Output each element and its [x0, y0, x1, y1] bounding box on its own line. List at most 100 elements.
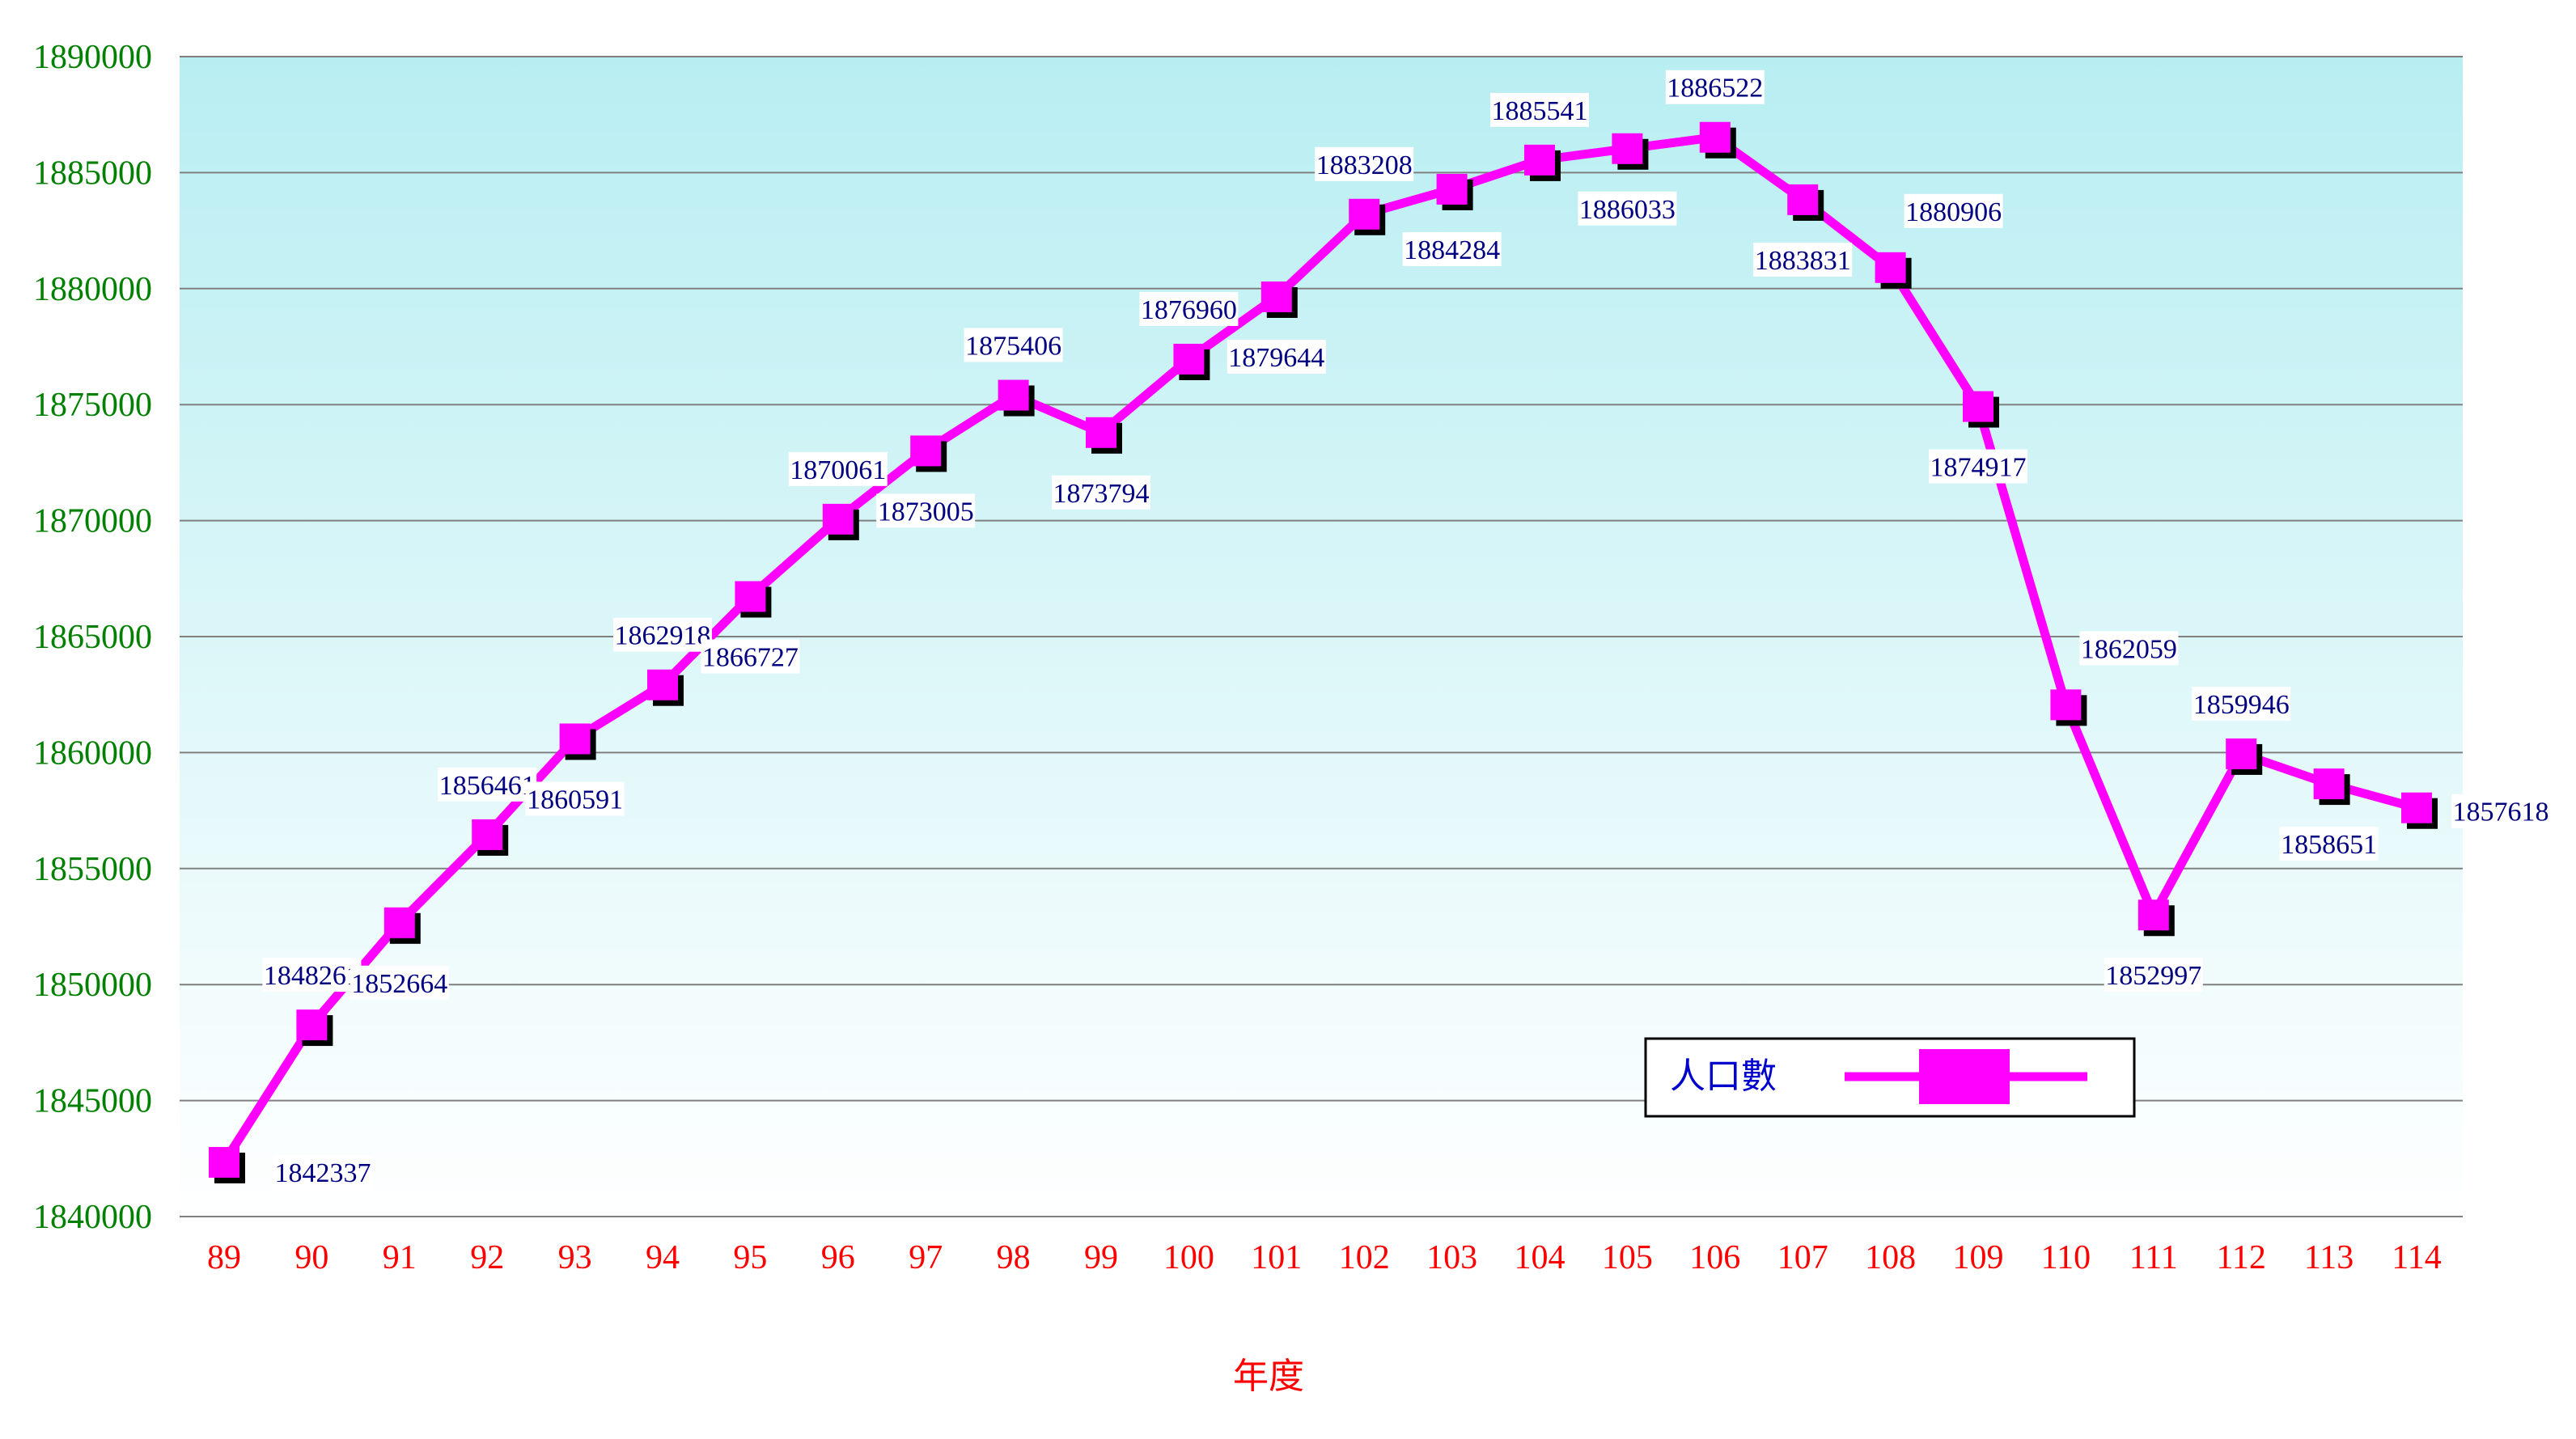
y-tick-label: 1845000 [33, 1083, 152, 1120]
x-tick-label: 106 [1689, 1239, 1740, 1276]
x-tick-label: 105 [1602, 1239, 1653, 1276]
data-label: 1874917 [1930, 453, 2027, 483]
data-label: 1860591 [527, 785, 623, 815]
x-tick-label: 109 [1953, 1239, 2004, 1276]
x-tick-label: 91 [383, 1239, 417, 1276]
data-label: 1858651 [2281, 830, 2377, 860]
data-point [1963, 391, 1993, 422]
gridlines [180, 56, 2463, 1102]
x-tick-label: 99 [1084, 1239, 1118, 1276]
data-point [735, 581, 766, 612]
data-label-bg [2104, 958, 2203, 992]
data-label: 1880906 [1905, 197, 2002, 227]
data-label: 1856461 [439, 771, 536, 801]
y-tick-label: 1885000 [33, 154, 152, 192]
data-label-bg [438, 767, 537, 802]
y-tick-label: 1855000 [33, 851, 152, 888]
data-point [998, 379, 1029, 411]
data-point [1524, 144, 1555, 176]
data-label: 1862918 [615, 621, 711, 651]
data-label-bg [273, 1154, 372, 1189]
data-label-bg [1904, 193, 2003, 228]
data-label-bg [2079, 631, 2179, 666]
data-label-bg [1578, 191, 1677, 226]
x-tick-label: 96 [821, 1239, 855, 1276]
data-label-bg [1052, 475, 1150, 510]
data-point [1699, 121, 1731, 153]
data-label-bg [1139, 291, 1239, 326]
data-label: 1852664 [351, 969, 447, 999]
legend: 人口數 [1644, 1037, 2136, 1118]
x-tick-label: 111 [2129, 1239, 2178, 1276]
data-label: 1883831 [1755, 246, 1851, 276]
data-label-bg [2192, 686, 2291, 721]
data-label-bg [262, 958, 362, 992]
data-label-bg [1402, 231, 1502, 266]
data-point [1612, 133, 1643, 164]
data-label: 1859946 [2193, 690, 2290, 720]
y-tick-label: 1850000 [33, 967, 152, 1004]
data-label: 1886033 [1579, 195, 1676, 225]
x-axis-ticks: 89 90 91 92 93 94 95 96 97 98 99 100 101 102 103 104 105… [207, 1239, 2442, 1276]
data-label: 1848261 [264, 961, 360, 991]
legend-marker-swatch [1919, 1049, 2010, 1104]
data-label: 1886522 [1667, 74, 1763, 104]
x-tick-label: 113 [2304, 1239, 2354, 1276]
x-tick-label: 104 [1515, 1239, 1566, 1276]
x-tick-label: 90 [294, 1239, 328, 1276]
x-tick-label: 100 [1163, 1239, 1214, 1276]
x-tick-label: 110 [2041, 1239, 2091, 1276]
data-label-bg [1227, 340, 1326, 375]
x-tick-label: 103 [1426, 1239, 1477, 1276]
y-tick-label: 1890000 [33, 39, 152, 76]
x-tick-label: 94 [646, 1239, 680, 1276]
data-point [2226, 738, 2257, 769]
x-tick-label: 101 [1251, 1239, 1302, 1276]
y-tick-label: 1860000 [33, 734, 152, 772]
data-label-bg [613, 617, 712, 652]
data-label: 1852997 [2105, 961, 2201, 991]
y-tick-label: 1840000 [33, 1199, 152, 1236]
data-label: 1857618 [2453, 798, 2549, 827]
x-tick-label: 108 [1865, 1239, 1916, 1276]
data-label: 1866727 [702, 642, 799, 672]
data-label: 1879644 [1228, 343, 1324, 373]
data-point [2137, 899, 2169, 931]
data-label-bg [1490, 92, 1589, 127]
data-label-bg [788, 451, 888, 486]
x-tick-label: 112 [2216, 1239, 2265, 1276]
x-axis-title: 年度 [1233, 1356, 1304, 1396]
series-markers [209, 121, 2438, 1183]
data-label: 1875406 [965, 332, 1061, 362]
legend-label: 人口數 [1670, 1056, 1777, 1097]
data-label: 1883208 [1316, 150, 1413, 180]
data-point [1787, 184, 1819, 215]
data-point [1173, 343, 1205, 375]
data-point [647, 669, 678, 700]
data-label: 1862059 [2081, 634, 2177, 664]
data-point [383, 907, 415, 938]
data-label-bg [876, 493, 976, 528]
data-label-bg [1665, 70, 1765, 104]
data-label: 1842337 [275, 1158, 371, 1188]
y-axis-ticks: 1840000 1845000 1850000 1855000 1860000 18650… [33, 39, 152, 1236]
data-label-bg [350, 965, 449, 1000]
data-label-bg [1315, 146, 1414, 181]
data-point [296, 1009, 328, 1041]
data-label: 1873005 [878, 497, 974, 527]
data-point [910, 435, 942, 467]
data-point [1349, 198, 1380, 230]
data-point [209, 1146, 239, 1178]
data-point [559, 723, 591, 755]
y-tick-label: 1875000 [33, 387, 152, 424]
y-tick-label: 1865000 [33, 619, 152, 656]
data-point [2401, 792, 2432, 823]
x-tick-label: 98 [997, 1239, 1031, 1276]
data-label-bg [701, 639, 800, 674]
data-label: 1885541 [1492, 96, 1588, 126]
x-tick-label: 89 [207, 1239, 241, 1276]
data-point [2050, 689, 2082, 721]
data-label-bg [1753, 242, 1853, 277]
data-point [1875, 252, 1906, 283]
